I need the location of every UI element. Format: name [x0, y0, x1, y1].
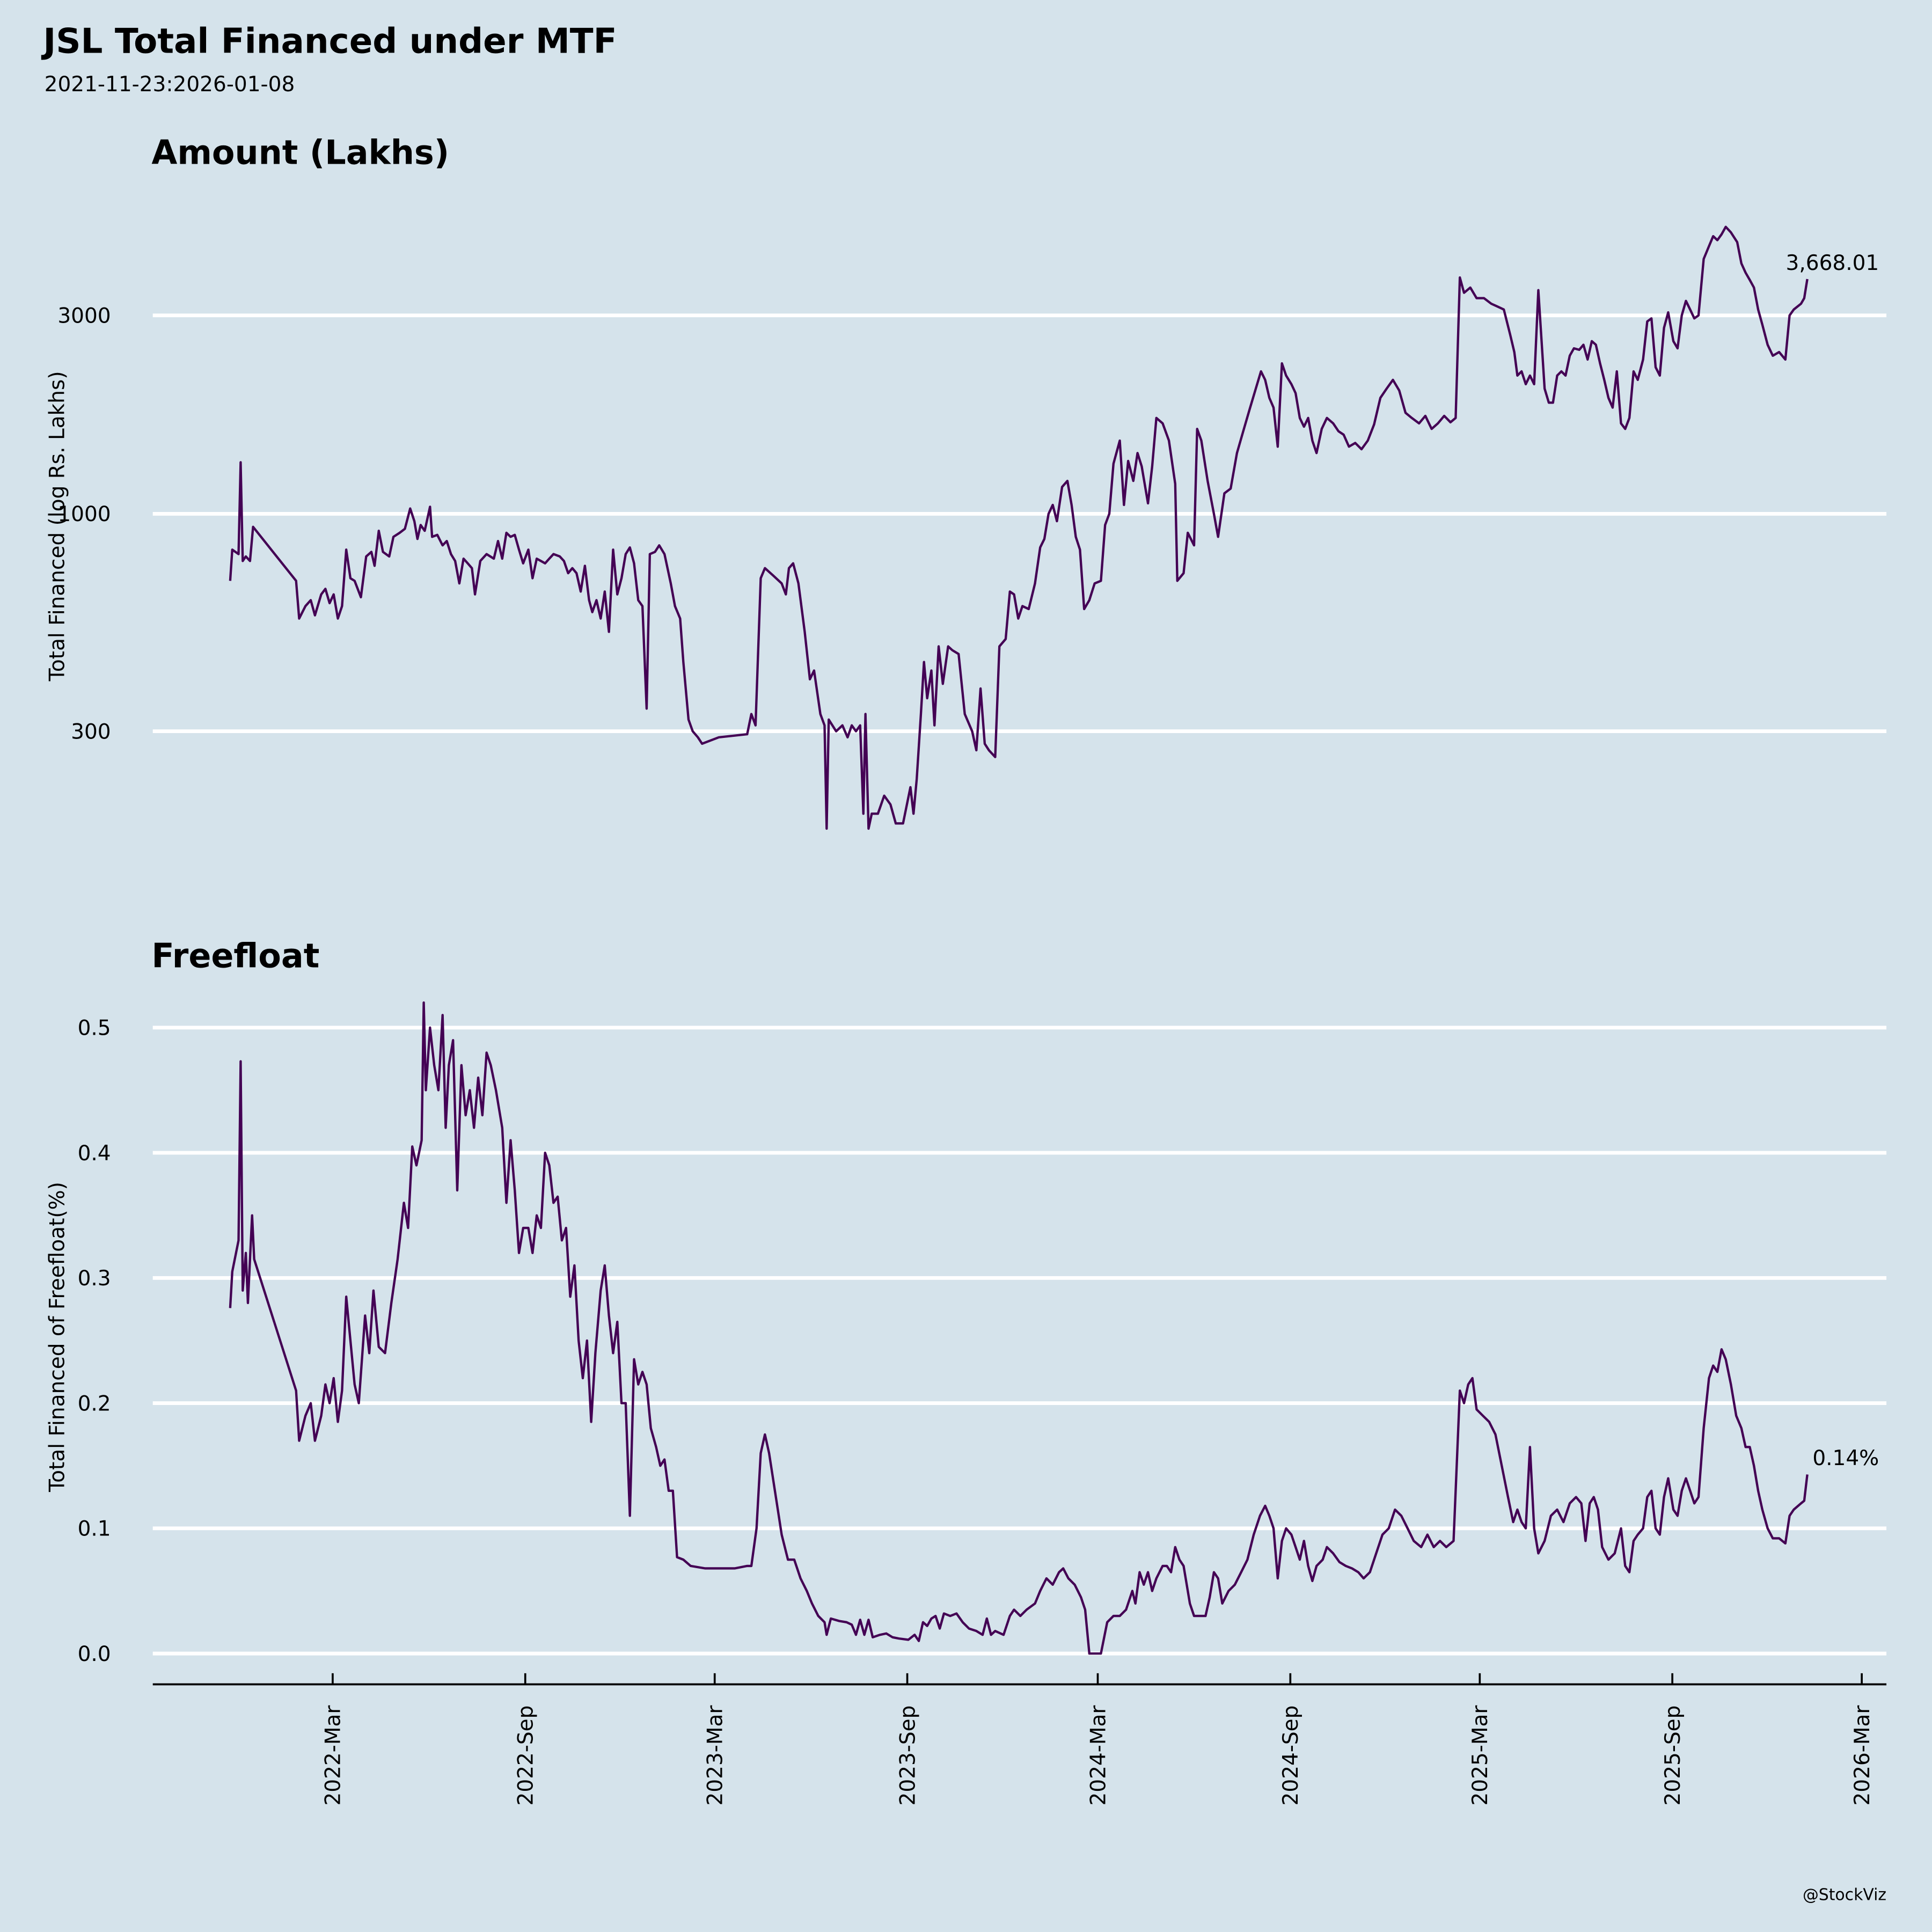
freefloat-y-axis-label: Total Financed of Freefloat(%)	[45, 1182, 69, 1492]
amount-y-tick-label: 1000	[57, 502, 111, 526]
amount-series-line	[229, 225, 1809, 830]
freefloat-y-tick-label: 0.5	[78, 1016, 111, 1041]
chart-title: JSL Total Financed under MTF	[41, 21, 617, 62]
amount-gridlines	[152, 313, 1887, 734]
freefloat-series-line	[229, 1001, 1809, 1655]
x-axis: 2022-Mar 2022-Sep 2023-Mar 2023-Sep 2024-Mar…	[152, 1673, 1887, 1806]
x-tick-label: 2024-Mar	[1086, 1705, 1110, 1806]
freefloat-y-tick-label: 0.1	[78, 1517, 111, 1541]
amount-panel: Amount (Lakhs) 300 1000 3000 Total Finance…	[45, 133, 1887, 830]
x-tick-label: 2025-Sep	[1661, 1706, 1685, 1806]
amount-panel-title: Amount (Lakhs)	[151, 133, 449, 172]
amount-y-axis-label: Total Financed (log Rs. Lakhs)	[45, 371, 69, 682]
freefloat-panel-title: Freefloat	[151, 936, 319, 975]
x-tick-label: 2024-Sep	[1279, 1706, 1303, 1806]
freefloat-panel: Freefloat 0.0 0.1 0.2 0.3 0.4 0.5 Total Finan…	[45, 936, 1887, 1666]
credit-label: @StockViz	[1803, 1885, 1886, 1904]
x-tick-label: 2022-Mar	[321, 1705, 346, 1806]
x-tick-label: 2023-Sep	[896, 1706, 920, 1806]
freefloat-y-tick-label: 0.3	[78, 1267, 111, 1291]
amount-y-tick-label: 3000	[57, 304, 111, 328]
freefloat-last-value-label: 0.14%	[1812, 1446, 1879, 1470]
freefloat-y-tick-label: 0.0	[78, 1642, 111, 1666]
amount-last-value-label: 3,668.01	[1786, 251, 1879, 275]
x-tick-label: 2023-Mar	[703, 1705, 727, 1806]
x-tick-label: 2025-Mar	[1468, 1705, 1492, 1806]
freefloat-y-tick-labels: 0.0 0.1 0.2 0.3 0.4 0.5	[78, 1016, 111, 1666]
amount-y-tick-label: 300	[71, 720, 111, 744]
amount-y-tick-labels: 300 1000 3000	[57, 304, 111, 744]
x-tick-label: 2026-Mar	[1850, 1705, 1875, 1806]
freefloat-y-tick-label: 0.4	[78, 1141, 111, 1166]
x-tick-label: 2022-Sep	[514, 1706, 538, 1806]
freefloat-y-tick-label: 0.2	[78, 1392, 111, 1416]
x-axis-ticks: 2022-Mar 2022-Sep 2023-Mar 2023-Sep 2024-Mar…	[321, 1673, 1875, 1806]
chart-subtitle: 2021-11-23:2026-01-08	[45, 72, 295, 97]
